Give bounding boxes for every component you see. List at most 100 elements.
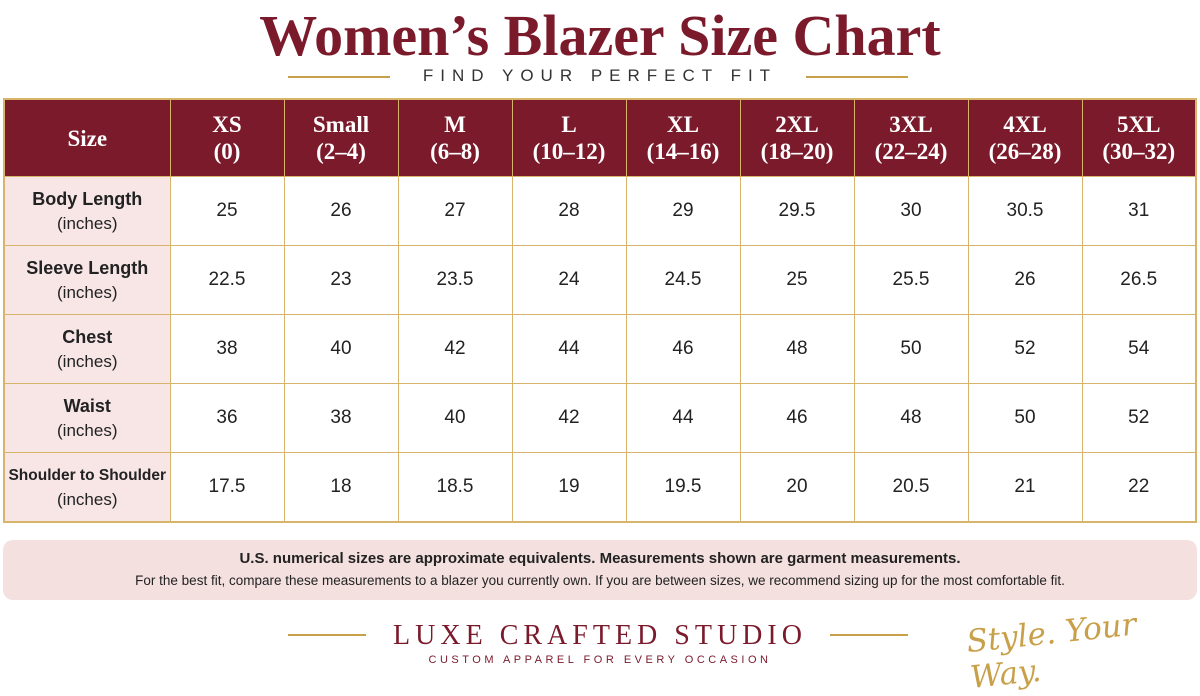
cell-value: 48 [739, 314, 855, 384]
cell-value: 25 [739, 245, 855, 315]
size-name: XL [667, 112, 699, 137]
size-range: (2–4) [316, 139, 366, 164]
size-header: XS (0) [169, 98, 285, 177]
measure-unit: (inches) [57, 489, 118, 509]
tagline: CUSTOM APPAREL FOR EVERY OCCASION [428, 654, 772, 666]
table-row: Chest (inches) 38 40 42 44 46 48 50 52 54 [3, 314, 1197, 384]
size-header: L (10–12) [511, 98, 627, 177]
table-row: Shoulder to Shoulder (inches) 17.5 18 18.5 19… [3, 452, 1197, 523]
title: Women’s Blazer Size Chart [259, 3, 941, 68]
cell-value: 29.5 [739, 176, 855, 246]
table-row: Waist (inches) 36 38 40 42 44 46 48 50 52 [3, 383, 1197, 453]
brand: LUXE CRAFTED STUDIO [393, 620, 807, 651]
cell-value: 38 [283, 383, 399, 453]
size-header: Small (2–4) [283, 98, 399, 177]
divider [806, 76, 908, 78]
row-label: Body Length (inches) [3, 176, 171, 246]
slogan: Style. Your Way. [964, 606, 1139, 696]
measure-unit: (inches) [57, 282, 118, 302]
table-body: Body Length (inches) 25 26 27 28 29 29.5 30 30.5 3… [3, 176, 1197, 523]
cell-value: 26.5 [1081, 245, 1197, 315]
size-name: 5XL [1117, 112, 1161, 137]
cell-value: 48 [853, 383, 969, 453]
size-range: (26–28) [988, 139, 1062, 164]
size-range: (14–16) [646, 139, 720, 164]
size-range: (10–12) [532, 139, 606, 164]
note: For the best fit, compare these measurem… [135, 573, 1065, 588]
size-range: (18–20) [760, 139, 834, 164]
cell-value: 54 [1081, 314, 1197, 384]
cell-value: 18 [283, 452, 399, 523]
label-line: Shoulder to Shoulder [5, 463, 170, 488]
cell-value: 25.5 [853, 245, 969, 315]
size-name: L [561, 112, 577, 137]
size-name: 2XL [775, 112, 819, 137]
label-line: Body Length [5, 187, 170, 212]
cell-value: 23 [283, 245, 399, 315]
cell-value: 44 [511, 314, 627, 384]
cell-value: 46 [739, 383, 855, 453]
measure-name: Body Length [32, 188, 143, 209]
size-header: 5XL (30–32) [1081, 98, 1197, 177]
size-header: 2XL (18–20) [739, 98, 855, 177]
cell-value: 38 [169, 314, 285, 384]
measure-name: Waist [63, 395, 111, 416]
subtitle: FIND YOUR PERFECT FIT [422, 66, 778, 85]
table-row: Body Length (inches) 25 26 27 28 29 29.5 30 30.5 3… [3, 176, 1197, 246]
cell-value: 50 [967, 383, 1083, 453]
size-range: (22–24) [874, 139, 948, 164]
cell-value: 30.5 [967, 176, 1083, 246]
cell-value: 29 [625, 176, 741, 246]
cell-value: 27 [397, 176, 513, 246]
row-label: Chest (inches) [3, 314, 171, 384]
cell-value: 42 [511, 383, 627, 453]
label-line: Waist [5, 394, 170, 419]
header-row: Size XS (0) Small (2–4) M (6–8) L (10–12) XL (14–1… [3, 98, 1197, 177]
size-header: 3XL (22–24) [853, 98, 969, 177]
cell-value: 17.5 [169, 452, 285, 523]
note: U.S. numerical sizes are approximate equ… [239, 550, 961, 567]
cell-value: 24.5 [625, 245, 741, 315]
cell-value: 23.5 [397, 245, 513, 315]
cell-value: 24 [511, 245, 627, 315]
cell-value: 26 [283, 176, 399, 246]
notes: U.S. numerical sizes are approximate equ… [3, 540, 1197, 600]
divider [288, 76, 390, 78]
size-range: (0) [213, 139, 241, 164]
measure-unit: (inches) [57, 213, 118, 233]
size-name: Small [312, 112, 370, 137]
measure-unit: (inches) [57, 420, 118, 440]
cell-value: 20.5 [853, 452, 969, 523]
cell-value: 30 [853, 176, 969, 246]
cell-value: 36 [169, 383, 285, 453]
size-name: M [444, 112, 466, 137]
size-name: XS [212, 112, 242, 137]
cell-value: 52 [967, 314, 1083, 384]
cell-value: 22 [1081, 452, 1197, 523]
size-name: 3XL [889, 112, 933, 137]
table-row: Sleeve Length (inches) 22.5 23 23.5 24 24.5 25 2… [3, 245, 1197, 315]
cell-value: 28 [511, 176, 627, 246]
label-line: Sleeve Length [5, 256, 170, 281]
cell-value: 25 [169, 176, 285, 246]
cell-value: 44 [625, 383, 741, 453]
measure-name: Sleeve Length [26, 257, 149, 278]
cell-value: 21 [967, 452, 1083, 523]
corner-header: Size [3, 98, 171, 177]
divider [830, 634, 908, 636]
row-label: Waist (inches) [3, 383, 171, 453]
cell-value: 40 [397, 383, 513, 453]
size-range: (6–8) [430, 139, 480, 164]
cell-value: 52 [1081, 383, 1197, 453]
size-range: (30–32) [1102, 139, 1176, 164]
size-header: M (6–8) [397, 98, 513, 177]
label-line: Chest [5, 325, 170, 350]
cell-value: 20 [739, 452, 855, 523]
cell-value: 19.5 [625, 452, 741, 523]
size-name: 4XL [1003, 112, 1047, 137]
cell-value: 26 [967, 245, 1083, 315]
divider [288, 634, 366, 636]
page: Women’s Blazer Size Chart FIND YOUR PERF… [3, 3, 1197, 696]
cell-value: 40 [283, 314, 399, 384]
size-header: XL (14–16) [625, 98, 741, 177]
